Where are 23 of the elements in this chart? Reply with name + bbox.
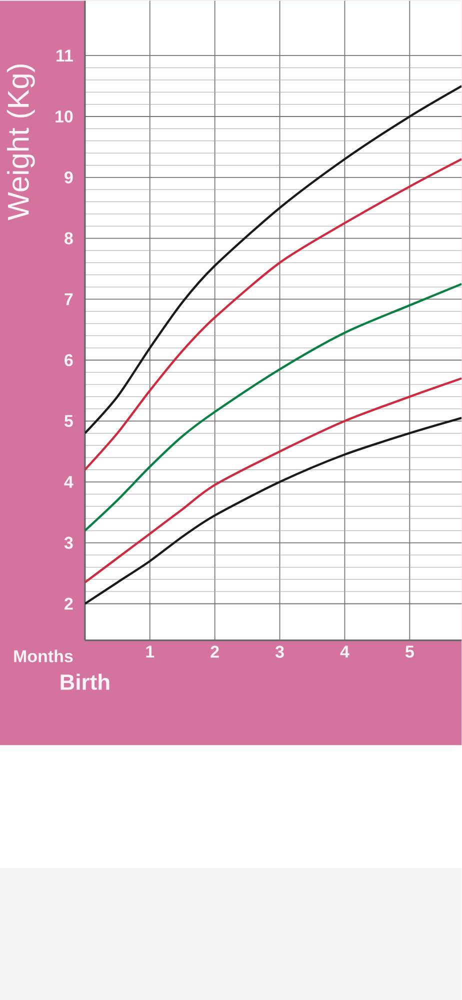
x-tick-label: 4 [340, 646, 350, 658]
line-series [84, 377, 462, 584]
x-tick-label: 2 [210, 646, 219, 658]
x-tick-label: 1 [146, 646, 154, 658]
line-series [84, 158, 462, 471]
y-tick-label: 5 [64, 415, 73, 427]
y-tick-label: 10 [55, 110, 72, 123]
x-tick-label: 5 [405, 646, 414, 658]
x-axis-title: Months [14, 650, 73, 662]
y-tick-label: 11 [56, 50, 73, 62]
line-series [84, 84, 462, 434]
text: Birth [60, 674, 110, 690]
y-tick-label: 9 [64, 171, 73, 184]
line-series [84, 282, 462, 532]
y-tick-label: 2 [64, 598, 73, 610]
line-series [84, 416, 462, 605]
y-axis-title: Weight (Kg) [6, 64, 35, 220]
y-tick-label: 3 [64, 536, 73, 549]
x-tick-label: 3 [275, 646, 284, 658]
y-tick-label: 4 [64, 476, 74, 488]
y-tick-label: 8 [64, 232, 73, 244]
y-tick-label: 6 [64, 354, 73, 366]
y-tick-label: 7 [64, 293, 72, 306]
